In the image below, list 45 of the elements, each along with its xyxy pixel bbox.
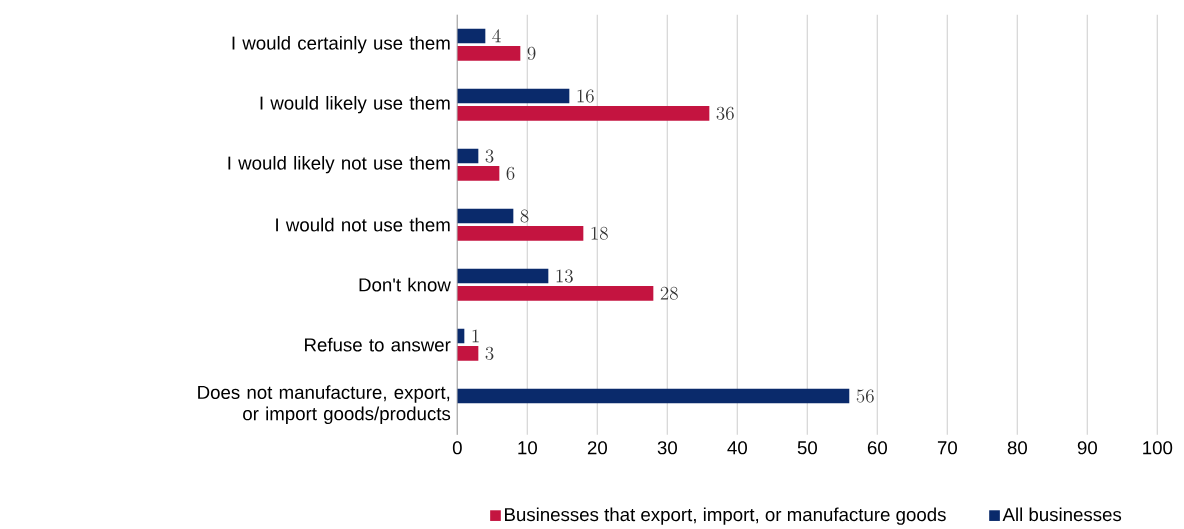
bar [457,105,710,121]
data-label: 9 [527,46,536,60]
data-label: 56 [856,389,874,403]
bar [457,285,654,301]
data-label: 18 [591,226,608,240]
data-label: 3 [485,149,494,163]
x-tick-label: 60 [867,441,887,455]
data-label: 36 [716,106,734,120]
bar [457,45,521,61]
bar [457,148,479,164]
x-tick-label: 20 [587,441,607,455]
data-label: 6 [506,166,515,180]
x-tick-label: 40 [727,441,747,455]
data-label: 3 [485,346,494,360]
bar [457,28,486,44]
y-tick-label: I would likely not use them [228,155,450,174]
bar [457,88,570,104]
data-label: 13 [556,269,573,283]
bar [457,268,549,284]
x-tick-label: 50 [797,441,817,455]
y-tick-label: I would not use them [276,217,450,232]
y-tick-label: I would likely use them [260,95,450,114]
bar [457,345,479,361]
y-tick-label: Don't know [359,277,451,292]
bar [457,165,500,181]
bar [457,388,850,404]
bar [457,225,584,241]
y-tick-label: Does not manufacture, export, or import goods/products [198,385,451,424]
y-tick-label: I would certainly use them [232,35,450,54]
x-tick-label: 80 [1007,441,1027,455]
legend-label: Businesses that export, import, or manufacture goods [505,507,946,525]
x-tick-label: 100 [1143,441,1173,455]
x-tick-label: 10 [518,441,537,455]
x-tick-label: 0 [452,441,462,455]
data-label: 16 [577,89,594,103]
x-tick-label: 90 [1077,441,1097,455]
data-label: 8 [520,209,529,223]
y-tick-label: Refuse to answer [305,337,451,352]
data-label: 28 [660,286,678,300]
x-tick-label: 70 [937,441,957,455]
bar [457,208,514,224]
x-tick-label: 30 [657,441,677,455]
data-label: 4 [492,29,501,43]
data-label: 1 [472,329,479,343]
legend-label: All businesses [1002,507,1122,522]
